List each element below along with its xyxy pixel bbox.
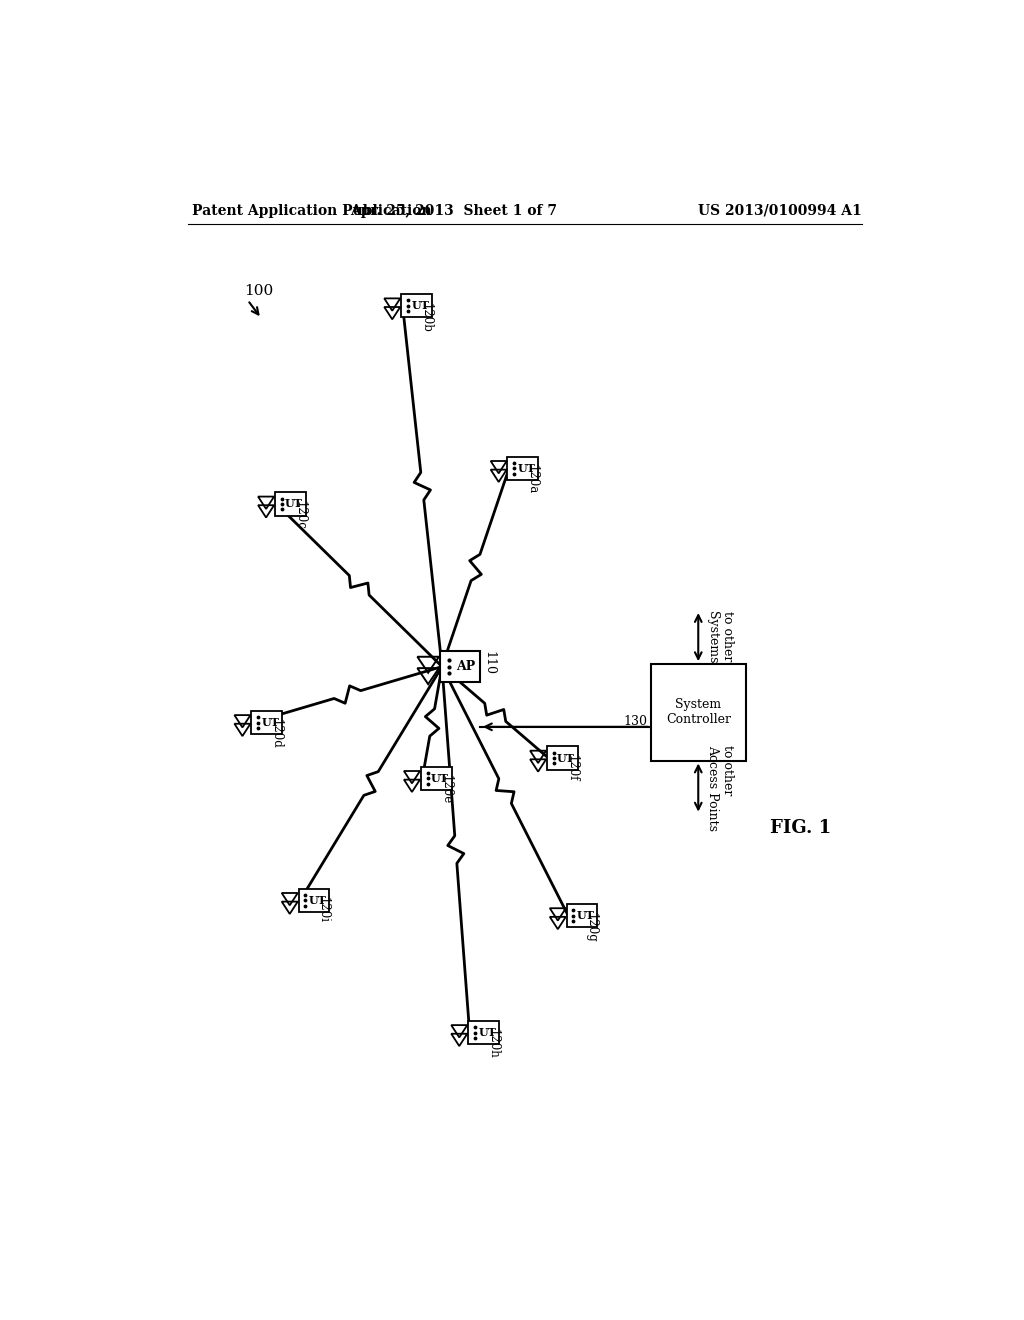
Bar	[274, 492, 306, 516]
Text: to other
Access Points: to other Access Points	[706, 744, 734, 830]
Bar	[251, 710, 282, 734]
Text: UT: UT	[412, 300, 429, 312]
Text: UT: UT	[308, 895, 327, 906]
Text: 120f: 120f	[565, 755, 579, 781]
Bar	[299, 888, 330, 912]
Text: UT: UT	[518, 463, 536, 474]
Bar	[566, 904, 597, 928]
Bar	[508, 457, 539, 480]
Bar	[421, 767, 452, 791]
Text: US 2013/0100994 A1: US 2013/0100994 A1	[698, 203, 862, 218]
Bar	[401, 294, 432, 318]
Text: 120c: 120c	[293, 500, 306, 529]
Bar	[651, 664, 745, 760]
Bar	[468, 1020, 499, 1044]
Text: UT: UT	[577, 909, 595, 921]
Text: UT: UT	[285, 499, 303, 510]
Text: Patent Application Publication: Patent Application Publication	[193, 203, 432, 218]
Text: FIG. 1: FIG. 1	[770, 820, 831, 837]
Text: Apr. 25, 2013  Sheet 1 of 7: Apr. 25, 2013 Sheet 1 of 7	[350, 203, 557, 218]
Text: 120h: 120h	[486, 1030, 500, 1059]
Bar	[440, 651, 480, 682]
Text: 130: 130	[624, 715, 647, 729]
Text: 120e: 120e	[439, 775, 453, 805]
Text: UT: UT	[261, 717, 280, 729]
Text: System
Controller: System Controller	[666, 698, 731, 726]
Text: AP: AP	[457, 660, 476, 673]
Text: 120d: 120d	[269, 719, 283, 750]
Text: 110: 110	[482, 651, 495, 676]
Text: UT: UT	[557, 752, 574, 763]
Text: 120a: 120a	[526, 466, 539, 495]
Bar	[547, 746, 578, 770]
Text: 100: 100	[244, 284, 273, 298]
Text: to other
Systems: to other Systems	[706, 611, 734, 664]
Text: UT: UT	[478, 1027, 496, 1038]
Text: UT: UT	[431, 774, 449, 784]
Text: 120b: 120b	[420, 302, 432, 333]
Text: 120i: 120i	[317, 898, 330, 923]
Text: 120g: 120g	[585, 912, 598, 942]
